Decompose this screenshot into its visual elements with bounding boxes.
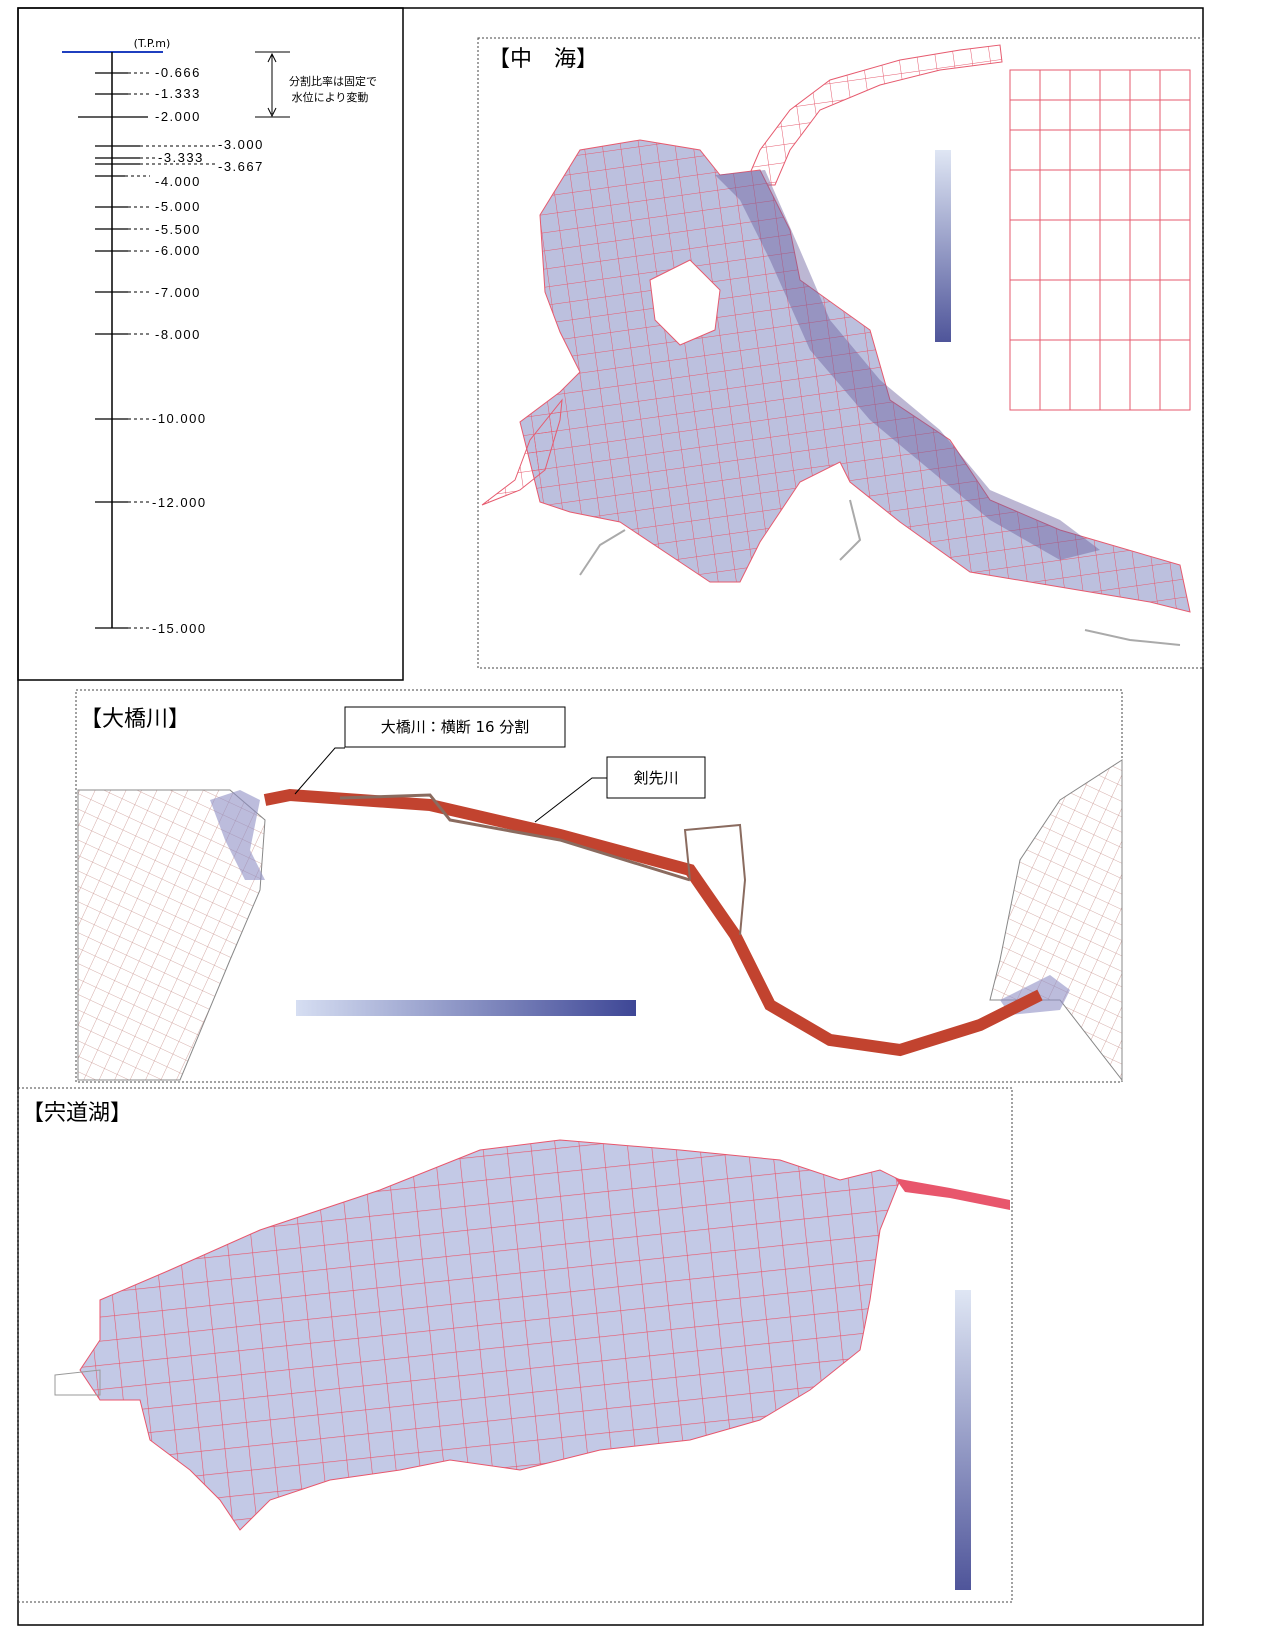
note-line: 分割比率は固定で (289, 75, 377, 88)
ohashi-map: 【大橋川】 大橋川：横断 16 分割 剣先川 (78, 707, 1122, 1080)
layer-label: -5.500 (155, 222, 201, 237)
layer-label: -1.333 (155, 86, 201, 101)
color-legend (935, 150, 951, 342)
unit-label: (T.P.m) (134, 37, 171, 50)
layer-label: -5.000 (155, 199, 201, 214)
fan-grid-right (990, 760, 1122, 1080)
nakaumi-map: 【中 海】 (482, 45, 1190, 645)
layer-label: -7.000 (155, 285, 201, 300)
color-legend (296, 1000, 636, 1016)
callout-text: 大橋川：横断 16 分割 (381, 718, 530, 736)
sea-grid (1010, 70, 1190, 410)
panel-title: 【宍道湖】 (22, 1101, 132, 1126)
page: (T.P.m) 分割比率は固定で 水位により変動 -0.666 -1.333 -2.… (0, 0, 1268, 1632)
panel-title: 【大橋川】 (80, 707, 190, 732)
color-legend (955, 1290, 971, 1590)
layer-scale: (T.P.m) 分割比率は固定で 水位により変動 -0.666 -1.333 -2.… (62, 37, 377, 636)
layer-label: -3.333 (158, 150, 204, 165)
layer-label: -2.000 (155, 109, 201, 124)
layer-label: -8.000 (155, 327, 201, 342)
layer-label: -0.666 (155, 65, 201, 80)
layer-label: -12.000 (152, 495, 207, 510)
callout-pointer (295, 748, 345, 794)
scale-frame (18, 8, 403, 680)
shinjiko-map: 【宍道湖】 (22, 1101, 1010, 1590)
callout-text: 剣先川 (633, 769, 678, 787)
layer-label: -15.000 (152, 621, 207, 636)
layer-label: -10.000 (152, 411, 207, 426)
channel (745, 45, 1002, 185)
shape (1010, 70, 1190, 410)
layer-label: -3.000 (218, 137, 264, 152)
outflow (895, 1178, 1010, 1210)
layer-label: -6.000 (155, 243, 201, 258)
layer-label: -4.000 (155, 174, 201, 189)
layer-label: -3.667 (218, 159, 264, 174)
lake-grid (80, 1140, 900, 1530)
panel-title: 【中 海】 (488, 47, 598, 72)
note-line: 水位により変動 (292, 90, 369, 104)
callout-pointer (535, 778, 607, 822)
